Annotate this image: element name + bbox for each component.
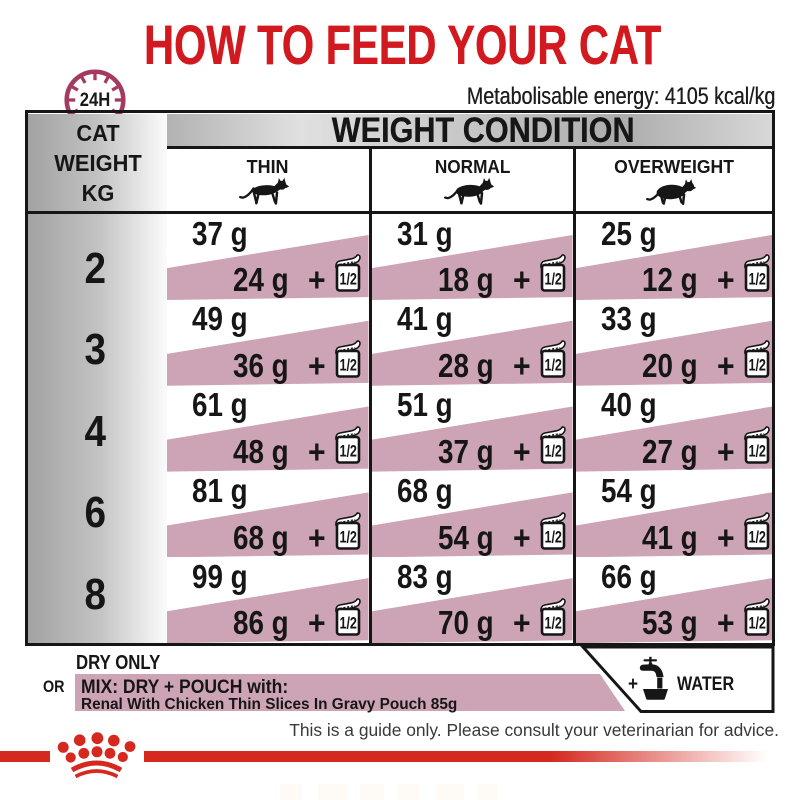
svg-text:1/2: 1/2 [339, 442, 357, 461]
svg-text:1/2: 1/2 [748, 270, 766, 289]
svg-text:1/2: 1/2 [339, 270, 357, 289]
svg-text:1/2: 1/2 [748, 442, 766, 461]
svg-text:1/2: 1/2 [544, 270, 562, 289]
svg-text:1/2: 1/2 [339, 356, 357, 375]
svg-text:1/2: 1/2 [339, 527, 357, 546]
svg-text:1/2: 1/2 [544, 527, 562, 546]
svg-text:24H: 24H [80, 89, 111, 111]
svg-text:1/2: 1/2 [544, 442, 562, 461]
svg-text:1/2: 1/2 [748, 527, 766, 546]
svg-text:1/2: 1/2 [544, 613, 562, 632]
svg-text:1/2: 1/2 [544, 356, 562, 375]
svg-text:1/2: 1/2 [748, 613, 766, 632]
svg-text:1/2: 1/2 [748, 356, 766, 375]
svg-text:1/2: 1/2 [339, 613, 357, 632]
